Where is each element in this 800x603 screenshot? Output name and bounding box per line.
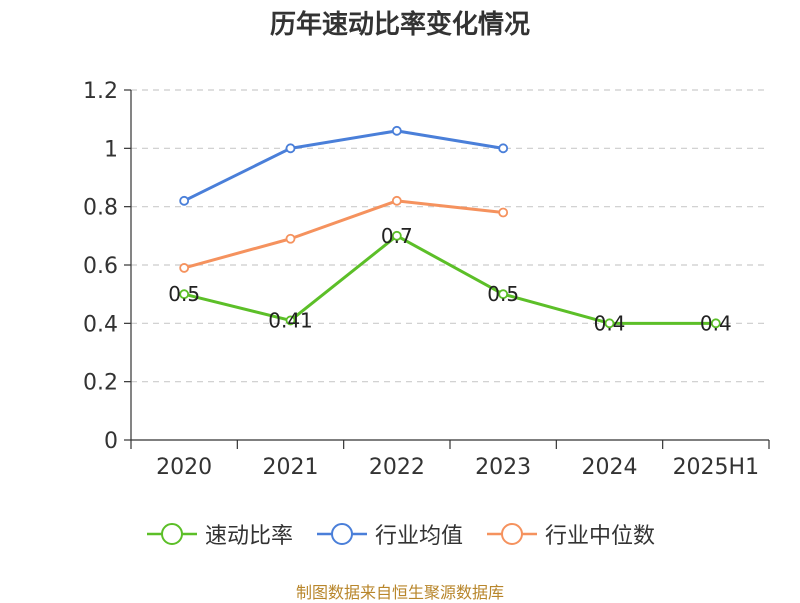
x-tick-label: 2021 [263, 455, 319, 480]
series-lines [179, 125, 721, 329]
data-point[interactable] [391, 125, 402, 136]
data-label: 0.4 [594, 311, 626, 335]
legend-item[interactable]: 速动比率 [145, 518, 293, 550]
legend-swatch-icon [146, 523, 197, 545]
data-point[interactable] [179, 289, 190, 300]
data-label: 0.7 [381, 224, 413, 248]
y-tick-label: 0.6 [83, 254, 118, 279]
data-point[interactable] [498, 143, 509, 154]
data-point[interactable] [179, 263, 190, 273]
y-tick-label: 0.8 [83, 196, 118, 221]
legend-label: 行业均值 [374, 524, 463, 549]
data-point[interactable] [604, 318, 615, 329]
chart-legend: 速动比率 行业均值 行业中位数 [0, 518, 800, 550]
y-tick-label: 1 [104, 137, 118, 162]
data-point[interactable] [391, 230, 402, 241]
y-tick-label: 0.4 [83, 312, 118, 337]
data-label: 0.5 [168, 282, 200, 306]
data-point[interactable] [710, 318, 721, 329]
data-label: 0.4 [700, 311, 732, 335]
data-source-note: 制图数据来自恒生聚源数据库 [295, 583, 504, 602]
legend-swatch-icon [487, 523, 537, 545]
x-tick-label: 2023 [475, 455, 531, 480]
y-tick-label: 0 [104, 429, 118, 454]
data-point[interactable] [498, 289, 509, 300]
x-tick-label: 2022 [369, 455, 425, 480]
y-tick-label: 1.2 [83, 79, 118, 104]
legend-item[interactable]: 行业均值 [315, 518, 463, 550]
data-labels: 0.5 0.41 0.7 0.5 0.4 0.4 [168, 224, 731, 336]
x-tick-label: 2024 [582, 455, 638, 480]
data-point[interactable] [285, 143, 296, 154]
y-tick-label: 0.2 [83, 371, 118, 396]
data-point[interactable] [285, 315, 296, 326]
data-point[interactable] [179, 195, 190, 206]
legend-label: 速动比率 [204, 524, 293, 549]
x-tick-label: 2020 [156, 455, 212, 480]
legend-item[interactable]: 行业中位数 [485, 518, 655, 550]
axes: 0 0.2 0.4 0.6 0.8 1 1.2 2020 2021 2022 2023 2024 202… [83, 79, 770, 480]
grid-lines [131, 89, 769, 383]
data-point[interactable] [391, 195, 402, 206]
series-line [183, 234, 716, 325]
data-label: 0.41 [268, 308, 313, 332]
series-line [183, 199, 504, 270]
x-tick-label: 2025H1 [673, 455, 760, 480]
series-line [183, 129, 504, 203]
data-label: 0.5 [487, 282, 519, 306]
legend-label: 行业中位数 [545, 524, 656, 549]
data-point[interactable] [498, 207, 509, 218]
data-point[interactable] [285, 233, 296, 244]
chart-title: 历年速动比率变化情况 [269, 10, 530, 40]
legend-swatch-icon [316, 523, 367, 545]
